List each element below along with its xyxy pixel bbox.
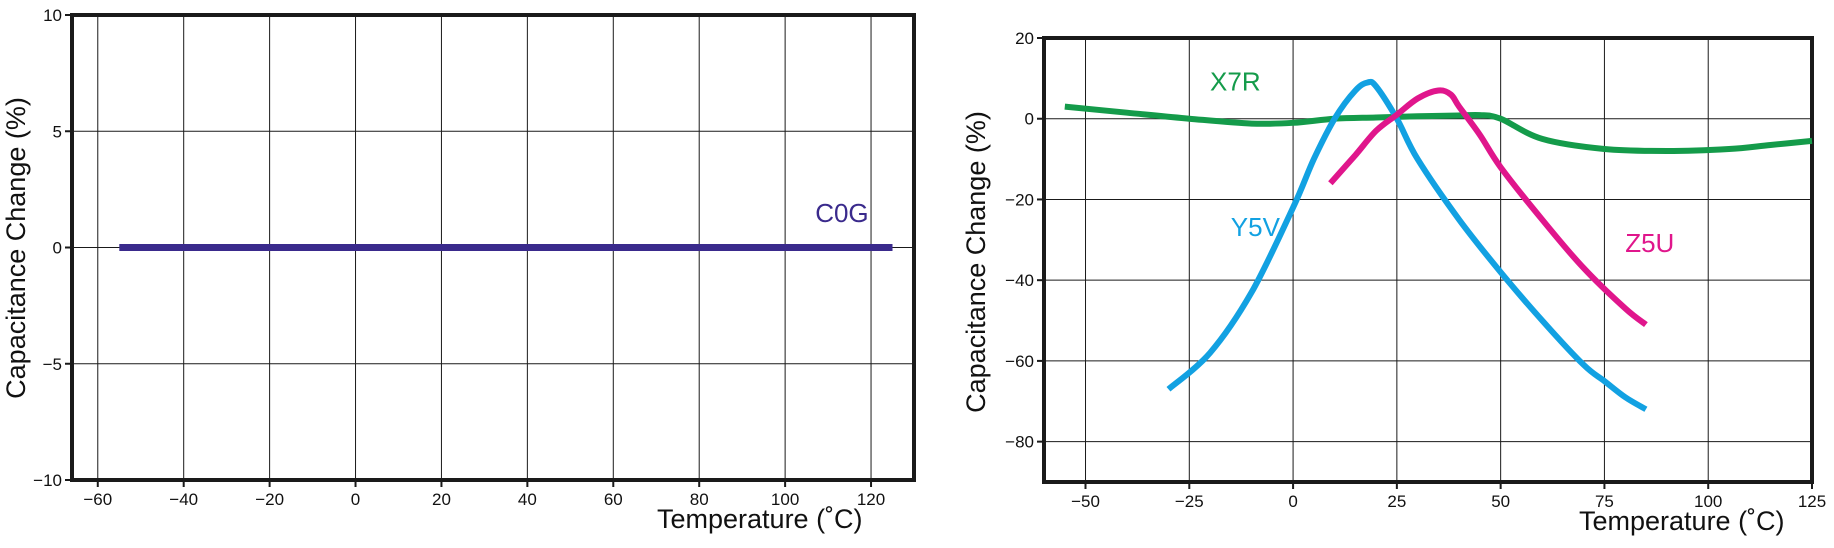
y-axis-title: Capacitance Change (%) (1, 97, 31, 399)
x-axis-title: Temperature (˚C) (657, 504, 863, 534)
series-line-z5u (1328, 87, 1648, 327)
y-axis-title: Capacitance Change (%) (961, 111, 991, 413)
series-label-y5v: Y5V (1231, 212, 1281, 242)
x-axis-title: Temperature (˚C) (1579, 506, 1785, 536)
plot-frame (1042, 36, 1814, 484)
y-tick-label: 5 (53, 122, 62, 141)
x-tick-label: 100 (1694, 492, 1722, 511)
x-tick-label: 25 (1387, 492, 1406, 511)
series-label-x7r: X7R (1210, 66, 1261, 96)
series-line-y5v (1166, 78, 1648, 412)
x-tick-label: −50 (1071, 492, 1100, 511)
y-tick-label: 0 (53, 239, 62, 258)
y-tick-label: 0 (1025, 110, 1034, 129)
series-label-c0g: C0G (815, 198, 868, 228)
x-tick-label: −25 (1175, 492, 1204, 511)
x-tick-label: −20 (255, 490, 284, 509)
chart-left-c0g: −60 −40 −20 0 20 40 60 80 100 120 10 5 0 −5 −10 C0G Temp… (1, 6, 916, 534)
y-tick-label: −40 (1005, 271, 1034, 290)
x-tick-label: 40 (518, 490, 537, 509)
y-tick-label: −80 (1005, 433, 1034, 452)
x-tick-label: 60 (604, 490, 623, 509)
y-tick-label: −20 (1005, 190, 1034, 209)
x-tick-label: −40 (169, 490, 198, 509)
y-tick-label: 20 (1015, 29, 1034, 48)
x-tick-label: 75 (1595, 492, 1614, 511)
x-tick-label: 0 (1288, 492, 1297, 511)
series-line-x7r (1064, 103, 1813, 154)
series-label-z5u: Z5U (1625, 228, 1674, 258)
chart-right-x7r-y5v-z5u: −50 −25 0 25 50 75 100 125 20 0 −20 −40 −60 −80 X7R Y5V… (961, 29, 1826, 536)
y-tick-label: −60 (1005, 352, 1034, 371)
x-tick-label: 120 (857, 490, 885, 509)
x-tick-label: 100 (771, 490, 799, 509)
x-tick-label: 20 (432, 490, 451, 509)
x-tick-label: 50 (1491, 492, 1510, 511)
y-tick-label: −5 (43, 355, 62, 374)
y-tick-label: 10 (43, 6, 62, 25)
x-tick-label: 80 (690, 490, 709, 509)
x-tick-label: 0 (351, 490, 360, 509)
x-tick-label: 125 (1798, 492, 1826, 511)
x-tick-label: −60 (83, 490, 112, 509)
y-tick-label: −10 (33, 471, 62, 490)
